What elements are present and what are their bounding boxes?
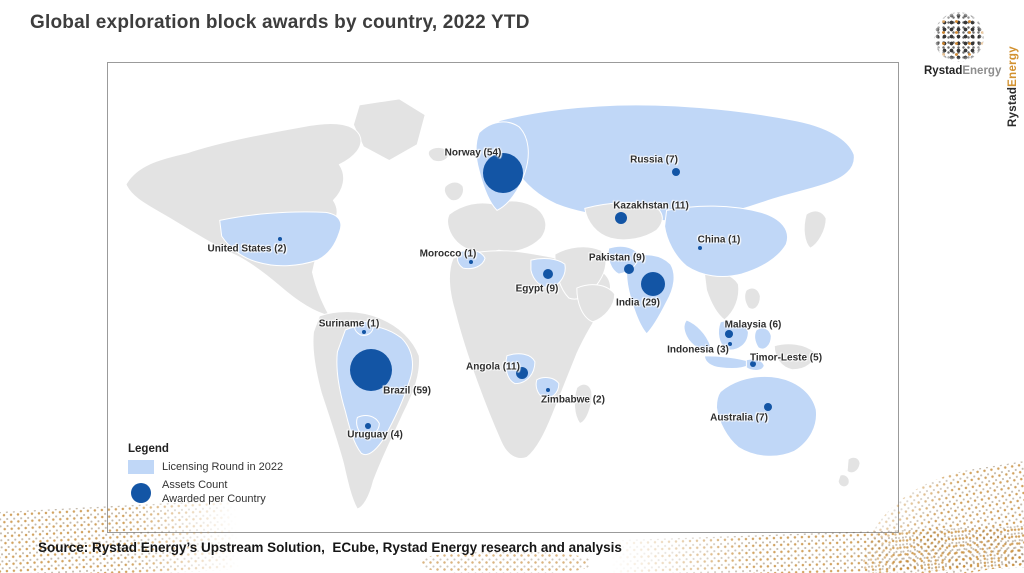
- label-russia: Russia (7): [630, 154, 678, 166]
- bubble-united-states: [277, 236, 283, 242]
- label-angola: Angola (11): [466, 361, 520, 373]
- region-morocco: [456, 249, 486, 270]
- licensing-round-swatch: [128, 460, 154, 474]
- label-timor-leste: Timor-Leste (5): [749, 352, 823, 364]
- region-australia: [715, 375, 817, 457]
- label-indonesia: Indonesia (3): [667, 344, 729, 356]
- region-japan: [803, 210, 827, 249]
- vertical-brand-light: Energy: [1007, 46, 1019, 87]
- legend-title: Legend: [128, 443, 169, 455]
- rystad-logo-text: RystadEnergy: [924, 65, 1001, 77]
- label-united-states: United States (2): [207, 243, 287, 255]
- rystad-logo: RystadEnergy: [924, 10, 1001, 77]
- bubble-pakistan: [623, 263, 635, 275]
- region-arabia: [576, 284, 616, 323]
- region-madagascar: [573, 383, 593, 425]
- label-suriname: Suriname (1): [318, 318, 380, 330]
- vertical-brand-bold: Rystad: [1007, 86, 1019, 127]
- bubble-suriname: [361, 329, 367, 335]
- bubble-brazil: [349, 348, 393, 392]
- map-overlay: Norway (54) Russia (7) Kazakhstan (11) Chin…: [108, 63, 898, 532]
- bubble-uruguay: [365, 423, 371, 429]
- bubble-indonesia: [727, 341, 733, 347]
- bubble-zimbabwe: [545, 387, 551, 393]
- logo-brand-bold: Rystad: [924, 65, 963, 77]
- logo-brand-light: Energy: [962, 65, 1002, 77]
- label-zimbabwe: Zimbabwe (2): [541, 394, 605, 406]
- world-map: [125, 98, 861, 510]
- region-new-guinea: [773, 343, 815, 371]
- region-borneo: [717, 319, 749, 351]
- region-suriname: [354, 320, 374, 336]
- bubble-egypt: [542, 268, 554, 280]
- region-new-zealand: [837, 456, 861, 488]
- label-pakistan: Pakistan (9): [588, 252, 646, 264]
- label-brazil: Brazil (59): [383, 385, 431, 397]
- bubble-timor-leste: [749, 360, 757, 368]
- label-india: India (29): [616, 297, 660, 309]
- region-uk: [443, 181, 464, 202]
- source-note: Source: Rystad Energy’s Upstream Solutio…: [38, 540, 622, 555]
- legend-row-licensing: Licensing Round in 2022: [128, 460, 283, 474]
- region-java: [703, 355, 751, 369]
- label-norway: Norway (54): [444, 147, 502, 159]
- label-uruguay: Uruguay (4): [347, 429, 403, 441]
- vertical-brand: RystadEnergy: [1007, 12, 1019, 127]
- licensing-round-label: Licensing Round in 2022: [162, 461, 284, 473]
- region-greenland: [352, 98, 426, 162]
- bubble-india: [640, 271, 666, 297]
- rystad-globe-icon: [932, 10, 986, 64]
- bubble-kazakhstan: [614, 211, 628, 225]
- region-iceland: [427, 146, 450, 163]
- assets-count-circle-icon: [131, 482, 151, 503]
- assets-count-label-line1: Assets Count: [162, 479, 228, 491]
- label-malaysia: Malaysia (6): [724, 319, 782, 331]
- bubble-russia: [671, 167, 681, 177]
- bubble-angola: [515, 366, 529, 380]
- page-title: Global exploration block awards by count…: [30, 12, 530, 33]
- halftone-dots-left: [0, 499, 240, 573]
- region-sumatra: [683, 319, 712, 351]
- label-china: China (1): [697, 234, 741, 246]
- label-morocco: Morocco (1): [419, 248, 477, 260]
- label-australia: Australia (7): [710, 412, 768, 424]
- bubble-malaysia: [725, 330, 733, 338]
- halftone-dots-middle: [420, 552, 590, 573]
- region-sulawesi: [754, 327, 772, 350]
- bubble-norway: [483, 153, 523, 193]
- region-philippines: [744, 287, 761, 310]
- bubble-morocco: [468, 259, 474, 265]
- region-china: [664, 205, 788, 277]
- label-kazakhstan: Kazakhstan (11): [613, 200, 689, 212]
- bubble-australia: [763, 402, 773, 412]
- label-egypt: Egypt (9): [515, 283, 559, 295]
- region-zimbabwe: [535, 377, 560, 399]
- bubble-china: [697, 245, 703, 251]
- region-russia: [498, 104, 855, 222]
- world-map-frame: Norway (54) Russia (7) Kazakhstan (11) Chin…: [107, 62, 899, 533]
